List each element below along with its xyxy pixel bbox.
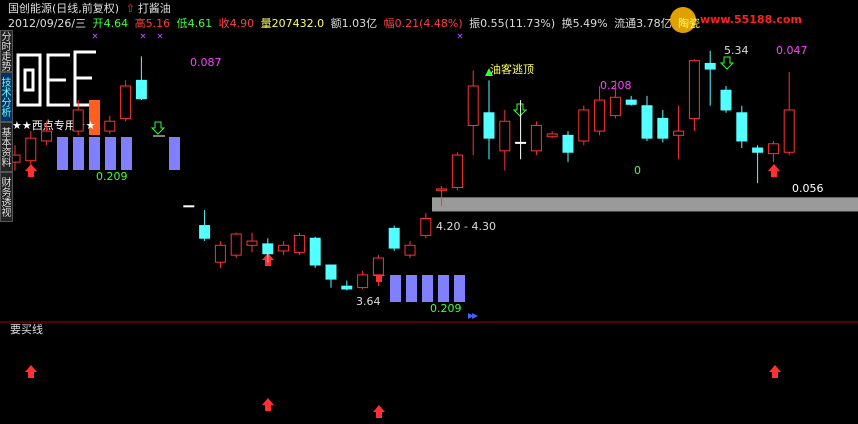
candle-body [262, 243, 274, 255]
low-label: 3.64 [356, 295, 381, 308]
candle-body [451, 154, 463, 188]
marker [468, 313, 478, 319]
candle-body [530, 124, 542, 152]
icon: ⇧ [125, 2, 135, 15]
tab[interactable]: 基本资料 [0, 122, 13, 172]
info: 陶瓷 [678, 17, 701, 30]
candle-body [688, 60, 700, 119]
signal-bar [89, 100, 100, 135]
candle-body [515, 141, 527, 144]
high-label: 5.34 [724, 44, 749, 57]
zone-label: 4.20 - 4.30 [436, 220, 496, 233]
candle-body [246, 240, 258, 246]
candle-body [41, 130, 53, 142]
annotation: 0 [634, 164, 641, 177]
candle-body [420, 218, 432, 236]
candle-body [357, 274, 369, 289]
candle-body [609, 96, 621, 117]
title: 国创能源(日线,前复权) [8, 2, 120, 15]
candle-body [562, 134, 574, 153]
candle-body [546, 133, 558, 138]
annotation: 0.209 [430, 302, 462, 315]
candle-body [704, 62, 716, 70]
zone-band [432, 197, 858, 212]
indicator-bars [57, 137, 465, 302]
tab[interactable]: 财务透视 [0, 172, 13, 222]
candle-body [135, 79, 147, 100]
candle-body [736, 112, 748, 142]
candle-body [120, 85, 132, 119]
candle-body [72, 109, 84, 132]
candle-body [641, 105, 653, 139]
buy-arrows [25, 164, 781, 418]
logo [16, 50, 96, 107]
candle-body [199, 225, 211, 239]
candle-body [278, 244, 290, 252]
candle-body [214, 244, 226, 263]
candle-body [372, 257, 384, 276]
info: 换5.49% [561, 17, 608, 30]
watermark: www.55188.com [700, 13, 802, 26]
candle-body [752, 147, 764, 153]
info: 幅0.21(4.48%) [383, 17, 463, 30]
info: 量207432.0 [260, 17, 325, 30]
sell-arrows [150, 56, 735, 135]
annotation: 0.087 [190, 56, 222, 69]
info-line: 2012/09/26/三 开4.64 高5.16 低4.61 收4.90 量20… [8, 15, 703, 31]
candle-body [499, 120, 511, 152]
candle-body [594, 99, 606, 132]
watermark-logo [670, 7, 696, 33]
candle-body [578, 109, 590, 142]
info: 流通3.78亿 [614, 17, 672, 30]
tab[interactable]: 分时走势 [0, 30, 13, 72]
candle-body [293, 234, 305, 253]
candle-body [767, 143, 779, 155]
title-line: 国创能源(日线,前复权) ⇧ 打酱油 [8, 0, 174, 16]
date: 2012/09/26/三 [8, 17, 87, 30]
candle-body [309, 237, 321, 266]
candle-body [404, 244, 416, 256]
candle-body [230, 233, 242, 256]
candle-body [720, 89, 732, 111]
formula: 打酱油 [137, 2, 171, 15]
tab[interactable]: 技术分析 [0, 72, 13, 122]
candle-body [657, 117, 669, 139]
candle-body [436, 188, 448, 191]
info: 低4.61 [176, 17, 213, 30]
candle-body [341, 285, 353, 290]
candle-body [673, 130, 685, 136]
info: 振0.55(11.73%) [469, 17, 556, 30]
candle-body [388, 227, 400, 249]
info: 高5.16 [134, 17, 171, 30]
info: 开4.64 [92, 17, 129, 30]
candle-body [467, 85, 479, 126]
candle-body [25, 137, 37, 162]
escape-arrow [485, 68, 493, 76]
top-markers [92, 33, 463, 39]
info: 额1.03亿 [330, 17, 378, 30]
candle-body [783, 109, 795, 153]
panel-title: 要买线 [10, 322, 43, 336]
info: 收4.90 [218, 17, 255, 30]
candle-body [625, 99, 637, 105]
annotation: 油客逃顶 [490, 62, 534, 76]
annotation: 0.209 [96, 170, 128, 183]
annotation: 0.047 [776, 44, 808, 57]
candle-body [104, 120, 116, 132]
annotation: 0.056 [792, 182, 824, 195]
candle-body [325, 264, 337, 280]
candle-body [483, 112, 495, 139]
candle-body [183, 205, 195, 208]
